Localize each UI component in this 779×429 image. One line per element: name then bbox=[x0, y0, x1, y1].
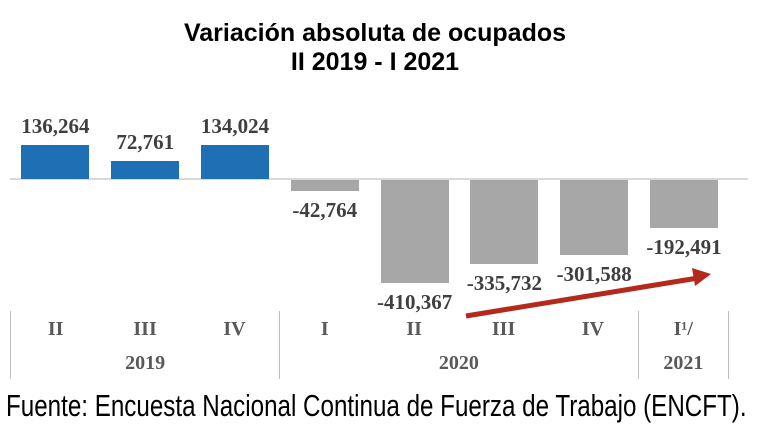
bar-ii-2019 bbox=[21, 145, 90, 179]
quarter-label-iii-2019: III bbox=[133, 317, 157, 340]
chart-title: Variación absoluta de ocupados II 2019 -… bbox=[0, 19, 750, 77]
value-label-iii-2020: -335,732 bbox=[466, 271, 543, 295]
year-label-2020: 2020 bbox=[438, 352, 479, 374]
bar-iii-2020 bbox=[470, 180, 539, 264]
value-label-i-2020: -42,764 bbox=[292, 198, 358, 222]
bar-i-2020 bbox=[290, 180, 359, 191]
quarter-row-2020: I II III IV bbox=[280, 311, 638, 347]
bar-ii-2020 bbox=[380, 180, 449, 283]
bar-iv-2019 bbox=[201, 145, 269, 179]
axis-group-2021: I¹/2021 bbox=[637, 311, 729, 379]
quarter-label-iv-2020: IV bbox=[581, 317, 605, 340]
x-axis-line bbox=[10, 178, 748, 180]
quarter-label-i-2021: I¹/ bbox=[673, 317, 693, 340]
bar-i-2021 bbox=[650, 180, 718, 228]
bar-iv-2020 bbox=[560, 180, 629, 255]
value-label-ii-2019: 136,264 bbox=[21, 114, 90, 138]
quarter-label-ii-2020: II bbox=[406, 317, 422, 340]
quarter-label-iv-2019: IV bbox=[223, 317, 246, 340]
value-label-ii-2020: -410,367 bbox=[376, 290, 453, 314]
value-label-iv-2019: 134,024 bbox=[200, 114, 270, 138]
source-note: Fuente: Encuesta Nacional Continua de Fu… bbox=[6, 388, 747, 423]
value-label-i-2021: -192,491 bbox=[646, 235, 722, 259]
year-label-2021: 2021 bbox=[663, 352, 704, 374]
quarter-row-2019: II III IV bbox=[11, 311, 279, 347]
quarter-row-2021: I¹/ bbox=[639, 311, 728, 347]
axis-group-2019: II III IV 2019 bbox=[10, 311, 279, 379]
bar-iii-2019 bbox=[111, 161, 180, 179]
value-label-iii-2019: 72,761 bbox=[116, 130, 175, 154]
x-axis: II III IV 2019 I II III IV 2020 I¹/2021 bbox=[10, 311, 729, 379]
quarter-label-i-2020: I bbox=[320, 317, 329, 340]
quarter-label-iii-2020: III bbox=[491, 317, 516, 340]
axis-group-2020: I II III IV 2020 bbox=[279, 311, 638, 379]
chart-title-line2: II 2019 - I 2021 bbox=[290, 48, 460, 76]
year-label-2019: 2019 bbox=[125, 352, 166, 374]
value-label-iv-2020: -301,588 bbox=[556, 262, 632, 286]
quarter-label-ii-2019: II bbox=[47, 317, 64, 340]
chart-title-line1: Variación absoluta de ocupados bbox=[183, 19, 567, 47]
